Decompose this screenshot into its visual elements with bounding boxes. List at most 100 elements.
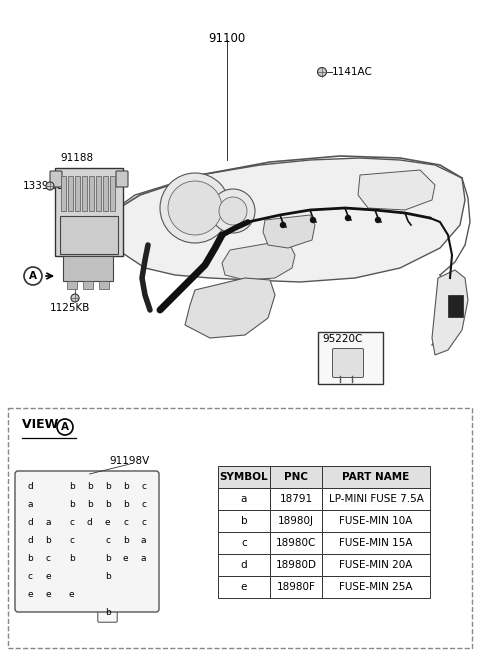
Text: A: A	[61, 422, 69, 432]
FancyBboxPatch shape	[116, 513, 135, 532]
Circle shape	[346, 216, 350, 220]
FancyBboxPatch shape	[21, 549, 40, 568]
Bar	[110, 176, 115, 211]
Text: FUSE-MIN 20A: FUSE-MIN 20A	[339, 560, 413, 570]
FancyBboxPatch shape	[55, 168, 123, 256]
Circle shape	[219, 197, 247, 225]
Polygon shape	[358, 170, 435, 210]
FancyBboxPatch shape	[448, 295, 463, 317]
Polygon shape	[222, 243, 295, 280]
Bar	[99, 281, 109, 289]
Text: a: a	[28, 500, 33, 509]
FancyBboxPatch shape	[62, 513, 81, 532]
Text: b: b	[122, 536, 128, 545]
Text: c: c	[69, 518, 74, 527]
Text: b: b	[105, 482, 110, 491]
FancyBboxPatch shape	[134, 477, 153, 496]
Text: 1141AC: 1141AC	[332, 67, 373, 77]
FancyBboxPatch shape	[80, 513, 99, 532]
Bar	[67, 281, 77, 289]
FancyBboxPatch shape	[50, 171, 62, 187]
Circle shape	[46, 182, 54, 190]
Bar	[82, 176, 87, 211]
Text: 91188: 91188	[60, 153, 93, 163]
Circle shape	[160, 173, 230, 243]
Text: c: c	[28, 572, 33, 581]
Bar	[96, 176, 101, 211]
Text: b: b	[105, 608, 110, 617]
Text: d: d	[28, 482, 34, 491]
FancyBboxPatch shape	[116, 495, 135, 514]
Circle shape	[57, 419, 73, 435]
FancyBboxPatch shape	[21, 513, 40, 532]
Bar	[270, 510, 322, 532]
Text: 95220C: 95220C	[322, 334, 362, 344]
Text: 1339CC: 1339CC	[23, 181, 64, 191]
Text: A: A	[29, 271, 37, 281]
Circle shape	[211, 189, 255, 233]
Text: b: b	[240, 516, 247, 526]
Bar	[218, 466, 270, 488]
FancyBboxPatch shape	[333, 348, 363, 377]
Text: e: e	[123, 554, 128, 563]
FancyBboxPatch shape	[134, 495, 153, 514]
Text: c: c	[141, 482, 146, 491]
FancyBboxPatch shape	[63, 256, 113, 281]
Bar	[218, 554, 270, 576]
Bar	[322, 488, 430, 510]
Text: b: b	[69, 482, 74, 491]
Text: e: e	[28, 590, 33, 599]
Text: c: c	[123, 518, 128, 527]
FancyBboxPatch shape	[98, 549, 117, 568]
Text: a: a	[46, 518, 51, 527]
Text: 18791: 18791	[279, 494, 312, 504]
FancyBboxPatch shape	[134, 513, 153, 532]
Text: b: b	[122, 500, 128, 509]
Text: b: b	[122, 482, 128, 491]
Text: b: b	[105, 500, 110, 509]
FancyBboxPatch shape	[21, 495, 40, 514]
FancyBboxPatch shape	[116, 549, 135, 568]
Text: c: c	[241, 538, 247, 548]
FancyBboxPatch shape	[39, 549, 58, 568]
FancyBboxPatch shape	[39, 567, 58, 586]
Text: 91198V: 91198V	[110, 456, 150, 466]
Text: b: b	[86, 500, 92, 509]
Bar	[270, 488, 322, 510]
Text: b: b	[69, 554, 74, 563]
Text: LP-MINI FUSE 7.5A: LP-MINI FUSE 7.5A	[329, 494, 423, 504]
FancyBboxPatch shape	[80, 495, 99, 514]
Text: a: a	[241, 494, 247, 504]
Text: 91100: 91100	[208, 32, 246, 45]
Polygon shape	[432, 270, 468, 355]
Bar	[322, 576, 430, 598]
Text: 18980D: 18980D	[276, 560, 316, 570]
Text: d: d	[28, 518, 34, 527]
Text: FUSE-MIN 10A: FUSE-MIN 10A	[339, 516, 413, 526]
Bar	[83, 281, 93, 289]
Text: b: b	[28, 554, 34, 563]
Bar	[218, 510, 270, 532]
Bar	[270, 466, 322, 488]
FancyBboxPatch shape	[116, 171, 128, 187]
FancyBboxPatch shape	[62, 477, 81, 496]
FancyBboxPatch shape	[62, 584, 81, 604]
Bar	[322, 466, 430, 488]
FancyBboxPatch shape	[62, 531, 81, 550]
Text: PNC: PNC	[284, 472, 308, 482]
Bar	[103, 176, 108, 211]
Circle shape	[280, 222, 286, 228]
FancyBboxPatch shape	[98, 567, 117, 586]
Bar	[218, 488, 270, 510]
Text: FUSE-MIN 25A: FUSE-MIN 25A	[339, 582, 413, 592]
Bar	[322, 554, 430, 576]
FancyBboxPatch shape	[8, 408, 472, 648]
Circle shape	[168, 181, 222, 235]
FancyBboxPatch shape	[134, 531, 153, 550]
Text: b: b	[46, 536, 51, 545]
FancyBboxPatch shape	[39, 513, 58, 532]
Text: SYMBOL: SYMBOL	[220, 472, 268, 482]
FancyBboxPatch shape	[62, 495, 81, 514]
Bar	[75, 176, 80, 211]
FancyBboxPatch shape	[60, 216, 118, 254]
